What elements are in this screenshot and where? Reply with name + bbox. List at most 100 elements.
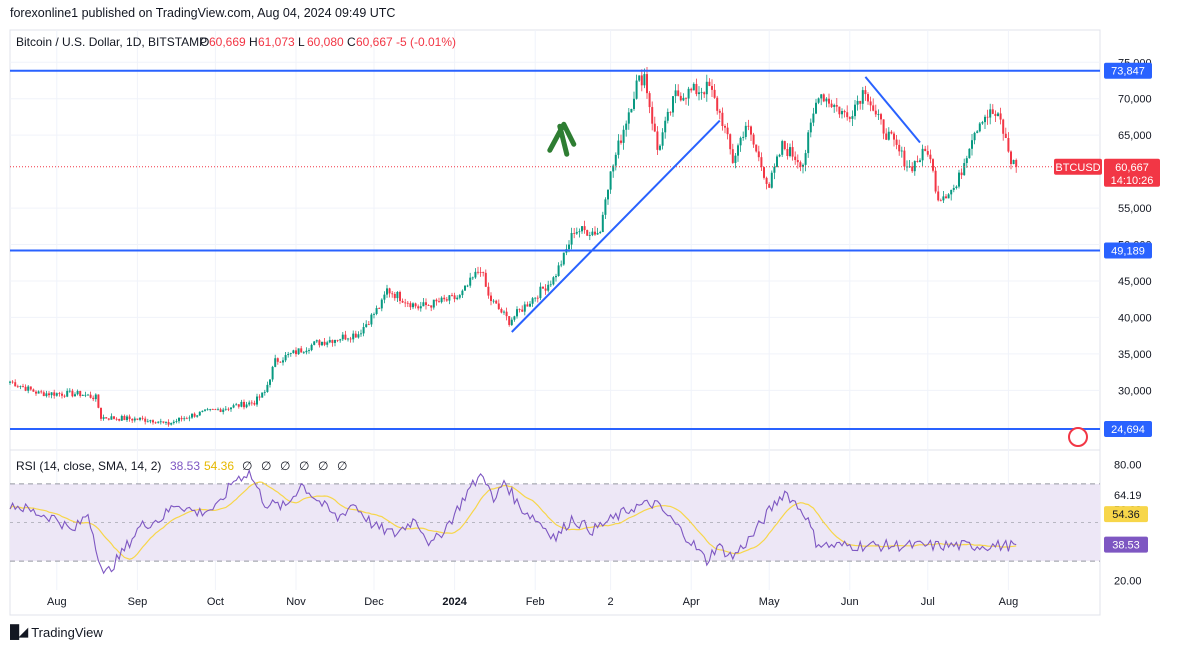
candle-body — [929, 154, 932, 160]
candle-body — [149, 420, 152, 422]
candle-body — [588, 235, 591, 236]
candle-body — [386, 288, 388, 295]
candle-body — [219, 409, 222, 412]
candle-body — [789, 147, 791, 157]
candle-body — [1010, 151, 1012, 165]
rsi-sma-value: 54.36 — [204, 459, 234, 473]
candle-body — [937, 191, 940, 201]
candle-body — [744, 125, 747, 137]
candle-body — [924, 148, 927, 152]
candle-body — [29, 386, 32, 390]
us-flag-icon[interactable] — [1068, 427, 1088, 447]
candle-body — [347, 338, 349, 340]
candle-body — [573, 233, 576, 234]
candle-body — [622, 129, 625, 143]
candle-body — [458, 295, 461, 298]
candle-body — [425, 302, 427, 306]
candle-body — [308, 350, 310, 351]
candle-body — [154, 422, 157, 424]
candle-body — [482, 272, 485, 274]
candle-body — [230, 407, 232, 410]
candle-body — [53, 392, 56, 396]
candle-body — [651, 107, 654, 124]
trend-line[interactable] — [511, 119, 721, 333]
candle-body — [461, 290, 464, 296]
candle-body — [349, 338, 352, 340]
candle-body — [113, 416, 115, 419]
time-axis[interactable]: Aug Sep Oct Nov Dec 2024 Feb 2 Apr May Jun Jul Aug — [47, 596, 1018, 608]
candle-body — [534, 297, 537, 299]
chart-border — [9, 29, 1101, 616]
candle-body — [820, 94, 823, 99]
candle-body — [297, 348, 300, 355]
candle-body — [87, 394, 89, 396]
candle-body — [625, 123, 628, 130]
candle-body — [157, 421, 160, 423]
horizontal-levels[interactable] — [10, 69, 1100, 431]
candle-body — [510, 319, 513, 325]
drawings[interactable] — [511, 76, 1088, 447]
candle-body — [718, 110, 721, 113]
candle-body — [633, 98, 635, 109]
tradingview-logo[interactable]: █◢ TradingView — [10, 624, 103, 640]
candle-body — [1007, 138, 1010, 152]
candle-body — [731, 149, 734, 163]
rsi-value-label: 38.53 — [1112, 540, 1140, 552]
candle-body — [128, 416, 131, 419]
candle-body — [432, 299, 435, 308]
candle-body — [409, 303, 412, 308]
candle-body — [305, 350, 308, 353]
candle-body — [162, 421, 165, 423]
rsi-tick-label: 80.00 — [1114, 460, 1142, 472]
candle-body — [877, 114, 880, 115]
candle-body — [864, 90, 867, 95]
time-tick-label: Dec — [364, 596, 384, 608]
candle-body — [612, 165, 615, 172]
price-tick-label: 35,000 — [1118, 349, 1152, 361]
candle-body — [666, 111, 669, 121]
candle-body — [742, 136, 745, 138]
candle-body — [373, 313, 375, 315]
candle-body — [770, 172, 773, 188]
candle-body — [497, 303, 500, 310]
candle-body — [167, 422, 170, 425]
candle-body — [846, 112, 849, 118]
rsi-label: RSI (14, close, SMA, 14, 2) — [16, 459, 161, 473]
last-price-tag — [1104, 158, 1160, 187]
last-price-label: 60,667 — [1115, 162, 1149, 174]
candle-body — [531, 298, 534, 304]
level-price-tag — [1104, 62, 1152, 79]
candle-body — [250, 402, 253, 404]
candle-body — [643, 74, 646, 86]
candle-body — [601, 214, 604, 233]
candle-body — [682, 97, 685, 101]
candle-body — [310, 344, 313, 351]
candle-body — [396, 291, 399, 299]
candle-body — [92, 397, 95, 400]
time-tick-label: 2 — [608, 596, 614, 608]
candle-body — [453, 295, 456, 300]
candle-body — [120, 415, 123, 421]
candle-body — [19, 386, 22, 388]
candle-body — [261, 392, 264, 398]
rsi-value: 38.53 — [170, 459, 200, 473]
up-arrow-icon[interactable] — [547, 121, 577, 157]
candle-body — [750, 126, 752, 135]
candle-body — [152, 420, 154, 423]
candle-body — [874, 110, 877, 115]
candle-body — [318, 340, 321, 346]
candle-body — [950, 189, 953, 195]
ohlc-value: 60,669 — [209, 35, 246, 49]
candle-body — [638, 75, 641, 81]
candle-body — [635, 80, 638, 99]
candle-body — [763, 167, 765, 178]
price-tick-label: 55,000 — [1118, 203, 1152, 215]
candle-body — [427, 305, 430, 306]
candle-body — [778, 154, 781, 157]
price-axis[interactable]: 75,00070,00065,00055,00050,00045,00040,0… — [1054, 57, 1160, 438]
candle-body — [768, 183, 771, 188]
rsi-empty-value: ∅ — [299, 459, 309, 473]
trend-line[interactable] — [864, 76, 921, 144]
